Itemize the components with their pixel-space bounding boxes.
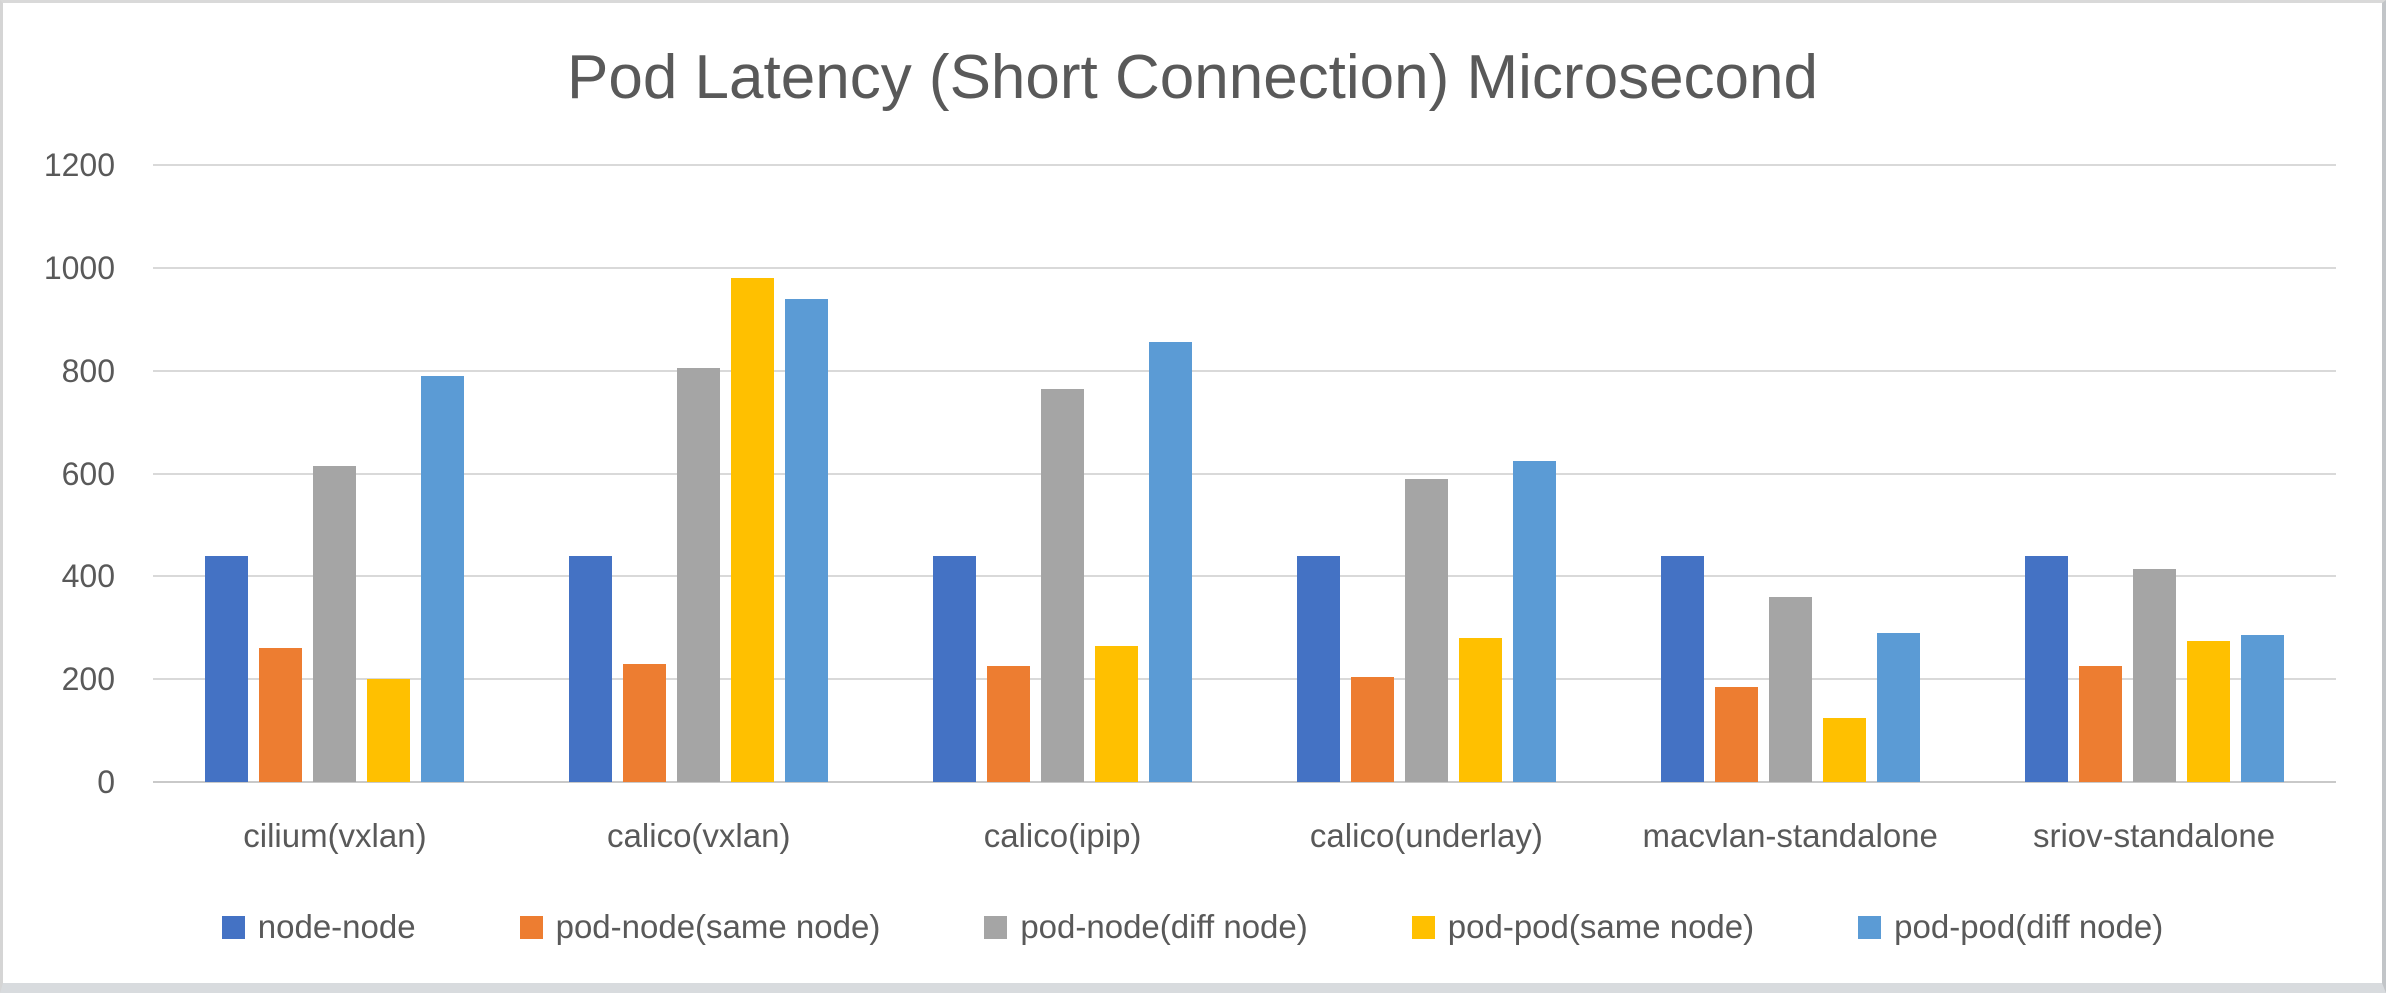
legend-item-node-node: node-node — [221, 908, 416, 946]
bar-pod-node-diff-node-sriov-standalone — [2132, 569, 2176, 782]
legend-label: pod-node(diff node) — [1020, 908, 1308, 945]
gridline — [153, 472, 2336, 475]
bar-group-sriov-standalone — [1972, 165, 2336, 782]
y-axis-tick-label: 600 — [61, 455, 115, 492]
bar-pod-pod-same-node-calico-underlay — [1458, 638, 1502, 782]
bar-pod-node-same-node-calico-ipip — [987, 666, 1031, 782]
bar-pod-pod-same-node-macvlan-standalone — [1822, 718, 1866, 782]
legend: node-node pod-node(same node) pod-node(dif… — [3, 908, 2382, 946]
gridline — [153, 575, 2336, 578]
legend-swatch-icon — [984, 915, 1008, 939]
bar-pod-pod-same-node-calico-vxlan — [731, 278, 775, 782]
y-axis-tick-label: 200 — [61, 661, 115, 698]
legend-swatch-icon — [519, 915, 543, 939]
x-axis-category-labels: cilium(vxlan) calico(vxlan) calico(ipip) ca… — [153, 817, 2336, 855]
bar-group-cilium-vxlan — [153, 165, 517, 782]
plot-area — [153, 164, 2336, 783]
y-axis-tick-label: 1200 — [43, 147, 115, 183]
bar-group-macvlan-standalone — [1608, 165, 1972, 782]
bar-node-node-sriov-standalone — [2024, 556, 2068, 782]
legend-label: pod-node(same node) — [555, 908, 881, 945]
bar-pod-pod-diff-node-macvlan-standalone — [1876, 633, 1920, 782]
legend-item-pod-node-same-node: pod-node(same node) — [519, 908, 881, 946]
gridline — [153, 678, 2336, 681]
category-label-cilium-vxlan: cilium(vxlan) — [243, 817, 427, 854]
bar-pod-node-diff-node-calico-vxlan — [677, 368, 721, 782]
gridline — [153, 266, 2336, 269]
chart-title: Pod Latency (Short Connection) Microseco… — [567, 43, 1818, 112]
gridline — [153, 369, 2336, 372]
bar-pod-node-diff-node-macvlan-standalone — [1768, 597, 1812, 782]
bar-groups — [153, 165, 2336, 782]
legend-swatch-icon — [1411, 915, 1435, 939]
legend-swatch-icon — [221, 915, 245, 939]
bar-pod-pod-same-node-calico-ipip — [1095, 646, 1139, 782]
bar-group-calico-vxlan — [517, 165, 881, 782]
legend-label: node-node — [257, 908, 416, 945]
bar-node-node-cilium-vxlan — [205, 556, 249, 782]
category-label-calico-vxlan: calico(vxlan) — [607, 817, 791, 854]
legend-swatch-icon — [1858, 915, 1882, 939]
legend-label: pod-pod(diff node) — [1894, 908, 2164, 945]
bar-pod-node-same-node-calico-underlay — [1350, 677, 1394, 782]
bar-pod-node-diff-node-calico-ipip — [1041, 389, 1085, 782]
bar-pod-pod-same-node-sriov-standalone — [2186, 641, 2230, 782]
bar-pod-node-same-node-cilium-vxlan — [259, 648, 303, 782]
bar-pod-node-same-node-macvlan-standalone — [1714, 687, 1758, 782]
bar-node-node-calico-vxlan — [569, 556, 613, 782]
y-axis-tick-label: 1000 — [43, 249, 115, 286]
bar-group-calico-ipip — [881, 165, 1245, 782]
bar-pod-node-same-node-calico-vxlan — [623, 664, 667, 782]
bar-pod-pod-diff-node-calico-ipip — [1149, 342, 1193, 782]
legend-label: pod-pod(same node) — [1447, 908, 1755, 945]
y-axis-tick-label: 400 — [61, 558, 115, 595]
bar-node-node-calico-underlay — [1296, 556, 1340, 782]
bar-group-calico-underlay — [1244, 165, 1608, 782]
category-label-calico-ipip: calico(ipip) — [983, 817, 1142, 854]
legend-item-pod-pod-same-node: pod-pod(same node) — [1411, 908, 1755, 946]
y-axis-tick-label: 800 — [61, 352, 115, 389]
category-label-macvlan-standalone: macvlan-standalone — [1642, 817, 1938, 854]
bar-pod-pod-diff-node-calico-underlay — [1512, 461, 1556, 782]
bar-pod-pod-same-node-cilium-vxlan — [367, 679, 411, 782]
legend-item-pod-pod-diff-node: pod-pod(diff node) — [1858, 908, 2163, 946]
bar-pod-node-diff-node-calico-underlay — [1404, 479, 1448, 782]
bar-node-node-calico-ipip — [933, 556, 977, 782]
bar-node-node-macvlan-standalone — [1660, 556, 1704, 782]
bar-pod-pod-diff-node-sriov-standalone — [2240, 635, 2284, 782]
bar-pod-pod-diff-node-cilium-vxlan — [421, 376, 465, 782]
bar-pod-node-diff-node-cilium-vxlan — [313, 466, 357, 782]
legend-item-pod-node-diff-node: pod-node(diff node) — [984, 908, 1308, 946]
bar-pod-node-same-node-sriov-standalone — [2078, 666, 2122, 782]
gridline-baseline — [153, 781, 2336, 783]
gridline — [153, 164, 2336, 166]
category-label-sriov-standalone: sriov-standalone — [2032, 817, 2276, 854]
category-label-calico-underlay: calico(underlay) — [1309, 817, 1543, 854]
bar-pod-pod-diff-node-calico-vxlan — [785, 299, 829, 782]
y-axis-tick-label: 0 — [97, 764, 115, 800]
